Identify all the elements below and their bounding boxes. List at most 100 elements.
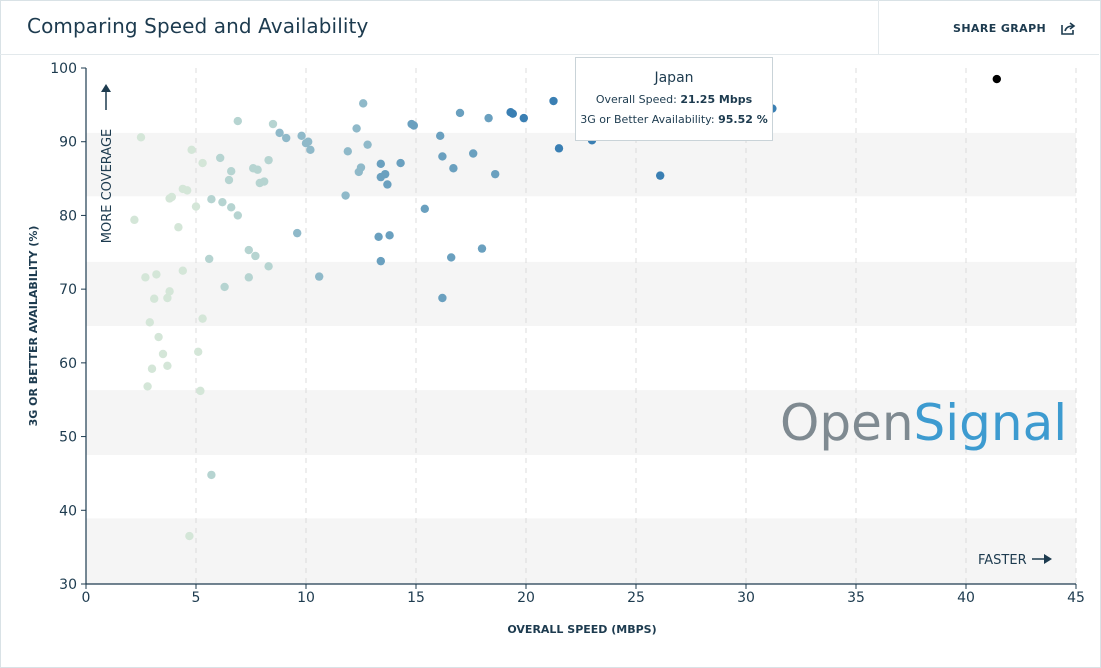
tick-labels: 0 5 10 15 20 25 30 35 40 45 30 40 50 60 70 80 90 100 bbox=[50, 61, 1085, 606]
data-point[interactable] bbox=[198, 158, 207, 168]
x-tick-label: 0 bbox=[82, 590, 91, 606]
data-point[interactable] bbox=[315, 272, 324, 281]
data-point[interactable] bbox=[264, 155, 273, 165]
data-point[interactable] bbox=[352, 124, 361, 133]
data-point[interactable] bbox=[376, 256, 385, 266]
data-point[interactable] bbox=[519, 113, 528, 123]
x-tick-label: 25 bbox=[627, 590, 645, 606]
data-point[interactable] bbox=[304, 137, 313, 146]
data-point[interactable] bbox=[183, 186, 192, 195]
data-point[interactable] bbox=[216, 153, 225, 163]
data-point[interactable] bbox=[306, 145, 315, 155]
data-point[interactable] bbox=[491, 169, 500, 179]
data-point[interactable] bbox=[154, 332, 163, 342]
data-point[interactable] bbox=[205, 254, 214, 264]
data-point[interactable] bbox=[449, 164, 458, 173]
band-0 bbox=[86, 132, 1076, 197]
data-point[interactable] bbox=[264, 262, 273, 271]
data-point[interactable] bbox=[198, 314, 207, 323]
opensignal-watermark: OpenSignal bbox=[780, 394, 1067, 452]
data-point[interactable] bbox=[268, 119, 278, 129]
data-point[interactable] bbox=[477, 244, 487, 253]
data-point[interactable] bbox=[194, 347, 203, 356]
data-point[interactable] bbox=[251, 251, 260, 261]
data-point[interactable] bbox=[167, 192, 176, 202]
data-point[interactable] bbox=[282, 133, 291, 143]
data-point[interactable] bbox=[343, 147, 352, 156]
data-point[interactable] bbox=[381, 169, 390, 179]
data-point[interactable] bbox=[383, 180, 392, 189]
chart-header: Comparing Speed and Availability SHARE G… bbox=[0, 0, 1099, 55]
data-point[interactable] bbox=[207, 470, 216, 480]
data-point[interactable] bbox=[341, 191, 350, 200]
data-point[interactable] bbox=[224, 175, 234, 185]
band-1 bbox=[86, 261, 1076, 326]
faster-label: FASTER bbox=[978, 553, 1027, 568]
data-point[interactable] bbox=[178, 266, 187, 275]
data-point[interactable] bbox=[196, 386, 205, 396]
data-point[interactable] bbox=[191, 202, 201, 211]
data-point[interactable] bbox=[420, 204, 429, 213]
data-point[interactable] bbox=[438, 293, 447, 303]
data-point[interactable] bbox=[297, 131, 306, 141]
data-point[interactable] bbox=[141, 273, 150, 282]
data-point[interactable] bbox=[363, 140, 372, 149]
data-point[interactable] bbox=[244, 273, 253, 282]
data-point[interactable] bbox=[174, 223, 183, 232]
data-point[interactable] bbox=[187, 145, 196, 155]
data-point[interactable] bbox=[549, 96, 558, 106]
data-point[interactable] bbox=[150, 294, 159, 303]
data-point[interactable] bbox=[227, 167, 236, 176]
data-point[interactable] bbox=[484, 113, 493, 123]
data-point[interactable] bbox=[508, 109, 517, 118]
data-point[interactable] bbox=[207, 195, 216, 204]
data-point[interactable] bbox=[130, 215, 139, 225]
data-point[interactable] bbox=[165, 287, 174, 296]
data-point[interactable] bbox=[253, 165, 262, 174]
data-point[interactable] bbox=[293, 228, 302, 238]
data-point[interactable] bbox=[136, 133, 146, 142]
data-point[interactable] bbox=[469, 149, 478, 158]
data-point[interactable] bbox=[244, 245, 253, 255]
share-graph-button[interactable]: SHARE GRAPH bbox=[878, 0, 1100, 54]
data-point[interactable] bbox=[374, 232, 383, 242]
data-point[interactable] bbox=[656, 171, 665, 180]
x-tick-label: 30 bbox=[737, 590, 755, 606]
x-axis-label: OVERALL SPEED (MBPS) bbox=[507, 623, 656, 636]
data-point[interactable] bbox=[147, 364, 157, 373]
data-point[interactable] bbox=[438, 152, 447, 161]
data-point-highlighted[interactable] bbox=[992, 74, 1001, 84]
data-point[interactable] bbox=[220, 282, 229, 292]
data-point[interactable] bbox=[455, 108, 465, 118]
data-point[interactable] bbox=[185, 531, 194, 541]
data-point[interactable] bbox=[275, 128, 284, 138]
share-graph-label: SHARE GRAPH bbox=[953, 22, 1047, 35]
data-point[interactable] bbox=[376, 159, 385, 169]
tooltip-country: Japan bbox=[654, 70, 694, 86]
data-point[interactable] bbox=[554, 144, 564, 153]
data-point[interactable] bbox=[359, 99, 368, 108]
data-point[interactable] bbox=[385, 231, 394, 240]
data-point[interactable] bbox=[260, 177, 269, 186]
data-point[interactable] bbox=[145, 318, 154, 327]
data-point[interactable] bbox=[227, 203, 236, 212]
share-icon[interactable] bbox=[1060, 20, 1076, 36]
data-point[interactable] bbox=[233, 211, 242, 220]
data-point[interactable] bbox=[143, 382, 152, 391]
data-point[interactable] bbox=[152, 270, 161, 279]
data-point[interactable] bbox=[163, 293, 172, 303]
y-tick-label: 80 bbox=[59, 208, 77, 224]
data-point[interactable] bbox=[447, 253, 456, 262]
data-point[interactable] bbox=[396, 158, 405, 168]
data-point[interactable] bbox=[218, 197, 227, 207]
faster-annotation: FASTER bbox=[978, 553, 1052, 568]
data-point[interactable] bbox=[356, 163, 366, 172]
data-point[interactable] bbox=[158, 349, 168, 359]
data-points[interactable] bbox=[130, 74, 1001, 541]
data-point[interactable] bbox=[409, 121, 418, 130]
data-point[interactable] bbox=[436, 131, 445, 141]
band-3 bbox=[86, 518, 1076, 584]
data-point[interactable] bbox=[163, 361, 172, 371]
data-point[interactable] bbox=[233, 116, 242, 126]
background-bands bbox=[86, 132, 1076, 584]
